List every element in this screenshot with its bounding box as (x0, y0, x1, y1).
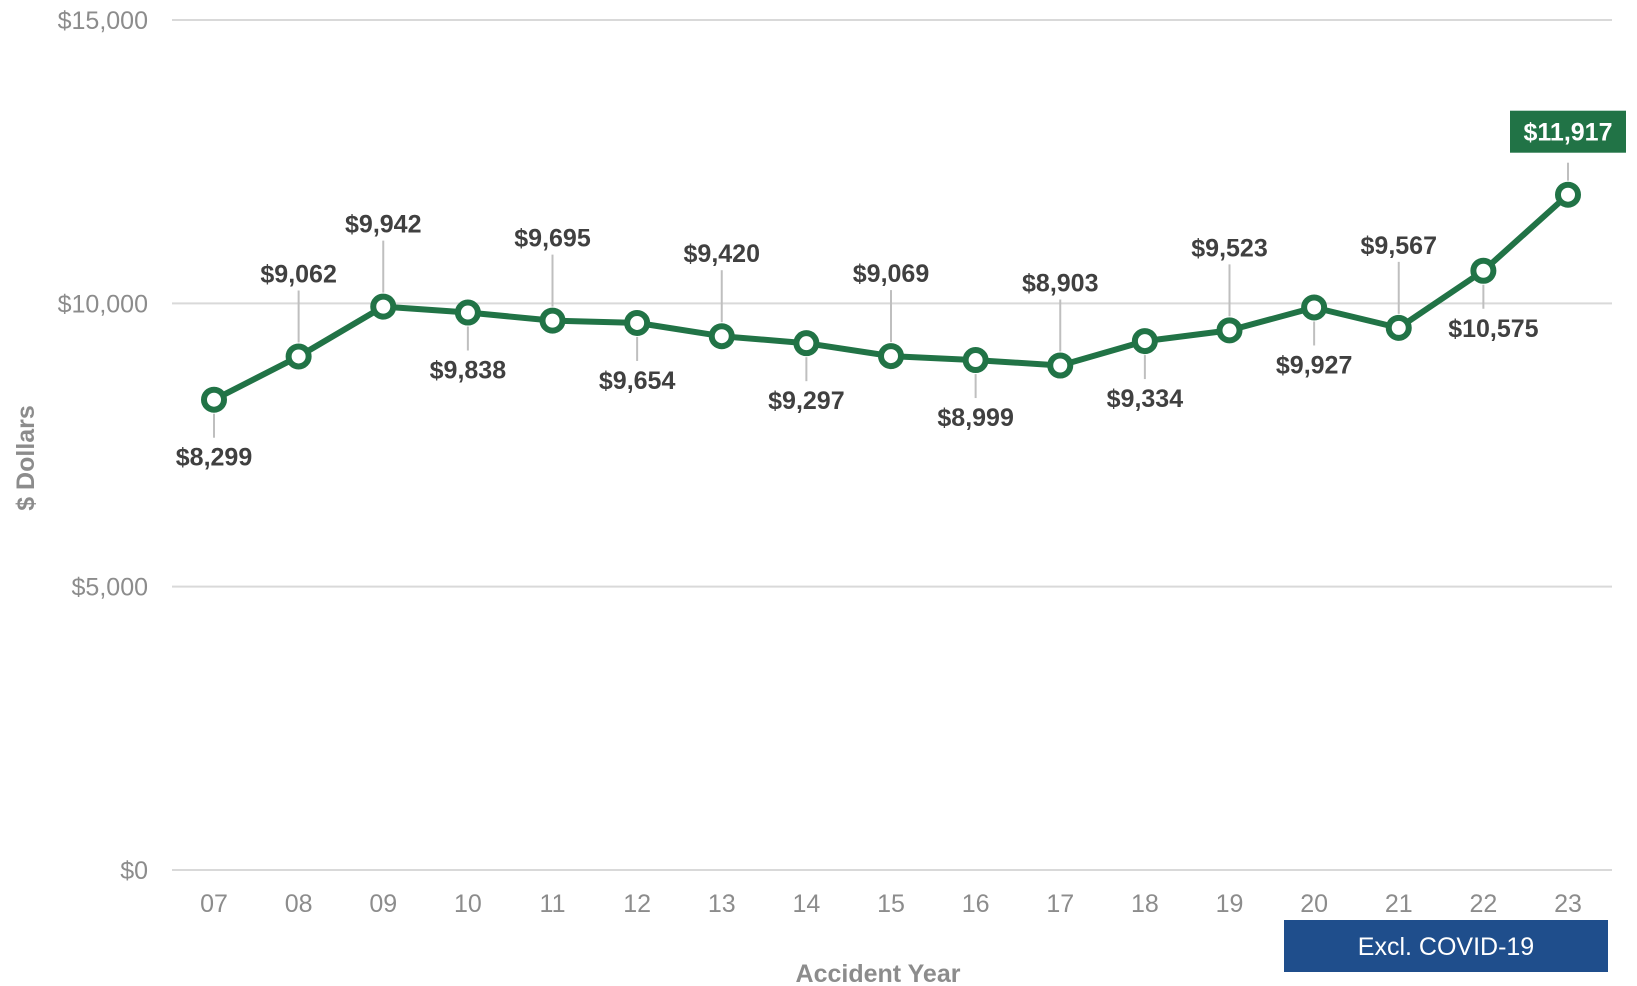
x-tick-label: 13 (708, 890, 736, 918)
data-label: $9,927 (1276, 351, 1352, 379)
data-label: $9,567 (1361, 232, 1437, 260)
annotation-text: Excl. COVID-19 (1358, 933, 1534, 961)
data-label: $9,523 (1191, 234, 1267, 262)
data-points (201, 181, 1581, 413)
data-point-center (550, 318, 555, 324)
data-point-center (634, 320, 640, 326)
data-label: $9,654 (599, 367, 676, 395)
data-point-center (973, 357, 979, 363)
data-point-center (211, 397, 217, 403)
y-tick-label: $5,000 (72, 574, 148, 602)
data-point-center (1480, 268, 1486, 274)
y-axis-title: $ Dollars (12, 405, 40, 511)
x-axis-title: Accident Year (796, 960, 961, 986)
data-point-center (1227, 327, 1232, 333)
data-label: $9,838 (430, 357, 507, 385)
data-label: $9,062 (260, 260, 336, 288)
data-point-center (719, 333, 725, 339)
data-point-center (296, 353, 302, 359)
x-tick-label: 07 (200, 890, 228, 918)
data-labels: $8,299 $9,062 $9,942 $9,838 $9,695 $9,654 $9,4… (176, 110, 1626, 472)
gridlines (172, 19, 1612, 871)
highlight-label-box (1510, 110, 1626, 153)
data-label: $9,334 (1107, 385, 1184, 413)
data-label: $9,069 (853, 260, 929, 288)
data-point-center (888, 353, 894, 359)
x-tick-label: 20 (1300, 890, 1328, 918)
data-point-center (1057, 362, 1063, 368)
label-leader-lines (213, 162, 1569, 438)
y-tick-label: $0 (120, 857, 148, 885)
x-tick-label: 14 (792, 890, 820, 918)
y-tick-label: $15,000 (58, 7, 148, 35)
x-axis-ticks: 07 08 09 10 11 12 13 14 15 16 17 18 19 20 21 22 23 (200, 890, 1582, 918)
data-label: $8,299 (176, 444, 252, 472)
data-label: $11,917 (1524, 119, 1613, 147)
y-tick-label: $10,000 (58, 290, 148, 318)
x-tick-label: 11 (540, 890, 566, 918)
data-label: $10,575 (1448, 315, 1538, 343)
x-tick-label: 08 (285, 890, 313, 918)
data-point-center (1565, 192, 1571, 198)
data-label: $8,999 (937, 404, 1013, 432)
y-axis-ticks: $0 $5,000 $10,000 $15,000 (58, 7, 148, 885)
x-tick-label: 22 (1469, 890, 1497, 918)
data-label: $9,942 (345, 211, 421, 239)
x-tick-label: 21 (1385, 890, 1413, 918)
x-tick-label: 09 (369, 890, 397, 918)
x-tick-label: 18 (1131, 890, 1159, 918)
x-tick-label: 16 (962, 890, 990, 918)
x-tick-label: 12 (623, 890, 651, 918)
annotation-box (1284, 920, 1608, 972)
data-point-center (803, 340, 809, 346)
x-tick-label: 10 (454, 890, 482, 918)
data-point-center (1142, 338, 1148, 344)
data-point-center (380, 304, 386, 310)
x-tick-label: 17 (1046, 890, 1074, 918)
x-tick-label: 15 (877, 890, 905, 918)
data-point-center (1311, 304, 1317, 310)
x-tick-label: 23 (1554, 890, 1582, 918)
data-label: $8,903 (1022, 269, 1098, 297)
x-tick-label: 19 (1216, 890, 1244, 918)
data-label: $9,297 (768, 387, 844, 415)
data-label: $9,695 (514, 225, 591, 253)
data-point-center (1396, 325, 1402, 331)
data-point-center (465, 310, 471, 316)
data-label: $9,420 (684, 240, 760, 268)
